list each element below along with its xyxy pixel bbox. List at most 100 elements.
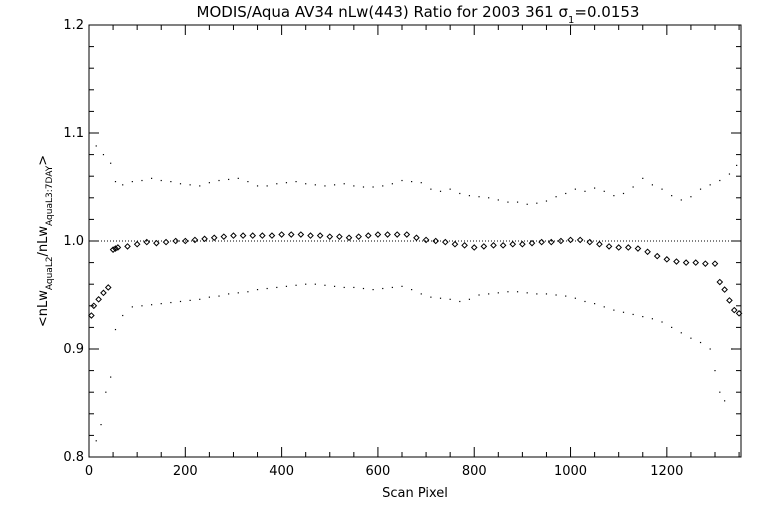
mean-ratio-point [239,232,247,239]
mean-ratio-point [345,234,353,242]
mean-ratio-point [393,231,401,238]
lower-bound-point [95,440,97,442]
upper-bound-point [584,190,586,192]
mean-ratio-point [109,246,117,253]
upper-bound-point [256,185,259,187]
mean-ratio-point [422,236,430,244]
mean-ratio-point [287,231,295,238]
upper-bound-point [449,188,451,190]
lower-bound-point [622,311,625,313]
upper-bound-point [661,188,663,190]
lower-bound-point [613,309,615,311]
upper-bound-point [565,192,567,195]
lower-bound-point [333,285,336,287]
lower-bound-point [516,291,519,293]
mean-ratio-point [480,243,488,250]
upper-bound-point [353,185,355,187]
lower-bound-point [719,391,721,393]
x-tick-label: 400 [269,464,294,479]
x-axis-label: Scan Pixel [382,486,448,501]
lower-bound-point [382,287,384,290]
lower-bound-point [459,300,461,303]
mean-ratio-point [100,289,107,297]
mean-ratio-point [547,238,555,246]
x-tick-label: 600 [366,464,391,479]
upper-bound-point [382,185,384,187]
lower-bound-point [276,286,278,289]
mean-ratio-point [153,239,160,247]
upper-bound-point [95,145,97,147]
mean-ratio-point [730,306,738,314]
mean-ratio-point [114,244,122,251]
mean-ratio-point [403,231,411,238]
lower-bound-point [295,284,297,286]
lower-bound-point [122,314,124,317]
mean-ratio-point [230,232,237,239]
lower-bound-point [189,299,191,301]
upper-bound-point [199,185,201,187]
lower-bound-point [208,296,210,298]
lower-bound-point [731,348,733,350]
lower-bound-point [285,285,288,287]
lower-bound-point [642,316,644,318]
lower-bound-point [141,305,143,307]
mean-ratio-point [596,240,603,248]
lower-bound-point [488,293,490,295]
upper-bound-point [622,192,625,195]
mean-ratio-point [586,238,594,246]
mean-ratio-point [162,238,170,246]
lower-bound-point [411,289,413,291]
mean-ratio-point [95,296,102,303]
upper-bound-point [102,154,105,156]
upper-bound-point [122,184,124,186]
mean-ratio-point [336,233,343,240]
y-tick-label: 1.1 [63,126,84,141]
upper-bound-point [430,188,432,190]
upper-bound-point [603,190,605,192]
mean-ratio-point [307,232,314,239]
lower-bound-point [391,286,393,289]
mean-ratio-point [490,242,497,249]
lower-bound-point [266,287,268,290]
mean-ratio-point [90,302,98,310]
x-tick-label: 1200 [650,464,683,479]
upper-bound-point [110,162,112,164]
lower-bound-point [372,289,374,291]
upper-bound-point [266,185,268,187]
mean-ratio-point [567,236,574,244]
upper-bound-point [208,182,210,184]
y-tick-label: 1.2 [63,18,84,33]
lower-bound-point [603,306,605,308]
lower-bound-point [228,293,230,295]
mean-ratio-point [172,237,179,245]
lower-bound-point [526,292,528,294]
upper-bound-point [459,192,461,195]
x-tick-label: 200 [173,464,198,479]
upper-bound-point [736,164,738,166]
chart-title: MODIS/Aqua AV34 nLw(443) Ratio for 2003 … [197,3,640,26]
upper-bound-point [160,179,162,182]
mean-ratio-point [191,236,199,244]
lower-bound-point [439,297,442,299]
upper-bound-point [314,184,316,186]
upper-bound-point [574,188,576,190]
upper-bound-point [651,184,653,186]
upper-bound-point [218,179,220,182]
upper-bound-point [709,184,711,186]
upper-bound-point [680,199,682,201]
upper-bound-point [276,183,278,185]
mean-ratio-point [326,233,334,240]
mean-ratio-point [451,240,459,248]
mean-ratio-point [432,237,440,245]
upper-bound-point [391,183,393,185]
mean-ratio-point [124,243,131,250]
upper-bound-point [179,183,182,185]
lower-bound-point [651,318,653,320]
mean-ratio-point [355,233,362,240]
series-mean-ratio [88,231,743,319]
lower-bound-point [100,424,102,426]
upper-bound-point [516,201,519,203]
x-tick-label: 0 [85,464,93,479]
upper-bound-point [131,181,133,183]
